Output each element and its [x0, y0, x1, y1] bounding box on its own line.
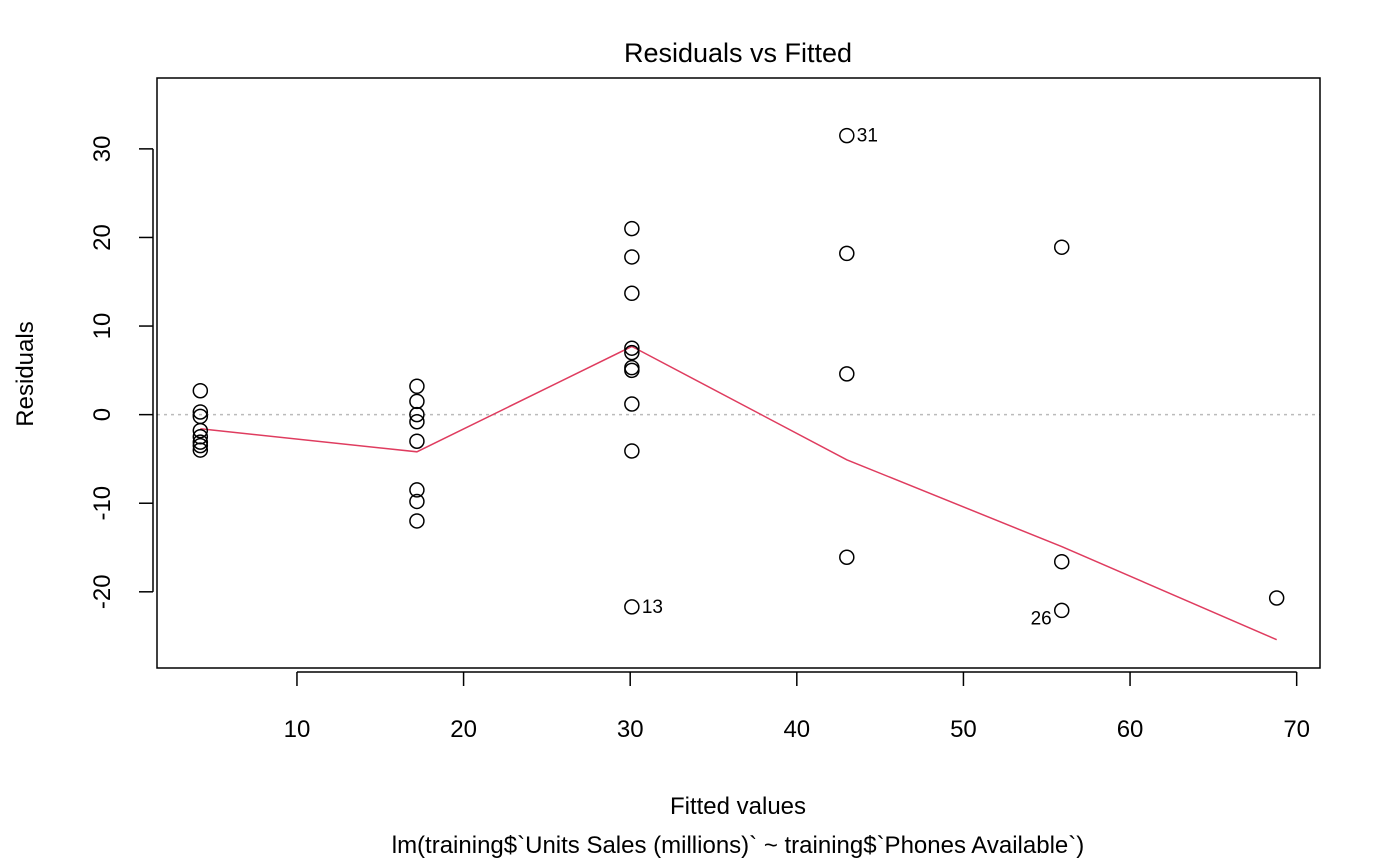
data-point — [839, 366, 855, 382]
x-tick-label: 10 — [284, 716, 311, 743]
data-point — [409, 378, 425, 395]
y-tick-label: -10 — [89, 486, 116, 521]
data-point — [624, 362, 640, 379]
point-label: 31 — [857, 126, 878, 147]
y-tick-label: 0 — [89, 408, 116, 421]
data-point — [192, 434, 209, 450]
data-point — [839, 549, 855, 566]
data-point — [624, 285, 640, 302]
x-tick-label: 40 — [783, 716, 810, 743]
data-point — [624, 599, 640, 615]
y-tick-label: -20 — [89, 574, 116, 609]
data-point — [624, 340, 640, 356]
data-point — [409, 493, 425, 510]
data-point — [192, 442, 209, 458]
x-tick-label: 70 — [1283, 716, 1310, 743]
data-point — [409, 513, 425, 529]
smooth-line — [200, 345, 1277, 641]
y-tick-label: 10 — [89, 313, 116, 340]
y-tick-label: 20 — [89, 224, 116, 251]
data-point — [1053, 239, 1070, 255]
data-point — [624, 344, 640, 361]
data-point — [624, 443, 640, 459]
data-point — [839, 127, 855, 144]
x-axis-title: Fitted values — [670, 793, 806, 820]
data-point — [192, 382, 209, 399]
y-tick-label: 30 — [89, 136, 116, 163]
data-point — [624, 249, 640, 265]
x-tick-label: 60 — [1117, 716, 1144, 743]
data-point — [192, 437, 209, 454]
data-point — [1268, 590, 1285, 606]
point-label: 13 — [642, 597, 663, 618]
data-point — [192, 422, 209, 439]
chart-subtitle: lm(training$`Units Sales (millions)` ~ t… — [392, 832, 1085, 859]
data-point — [624, 220, 640, 237]
data-point — [409, 406, 425, 423]
plot-frame — [156, 77, 1321, 669]
data-point — [409, 393, 425, 410]
x-tick-label: 30 — [617, 716, 644, 743]
data-point — [409, 433, 425, 449]
data-point — [624, 396, 640, 412]
chart-title: Residuals vs Fitted — [624, 38, 852, 68]
data-point — [409, 482, 425, 498]
data-point — [839, 245, 855, 262]
data-point — [192, 404, 209, 420]
data-point — [1053, 602, 1070, 619]
data-point — [1053, 553, 1070, 570]
point-label: 26 — [1031, 608, 1052, 629]
y-axis-title: Residuals — [12, 321, 39, 426]
x-tick-label: 50 — [950, 716, 977, 743]
data-point — [409, 413, 425, 430]
x-tick-label: 20 — [450, 716, 477, 743]
